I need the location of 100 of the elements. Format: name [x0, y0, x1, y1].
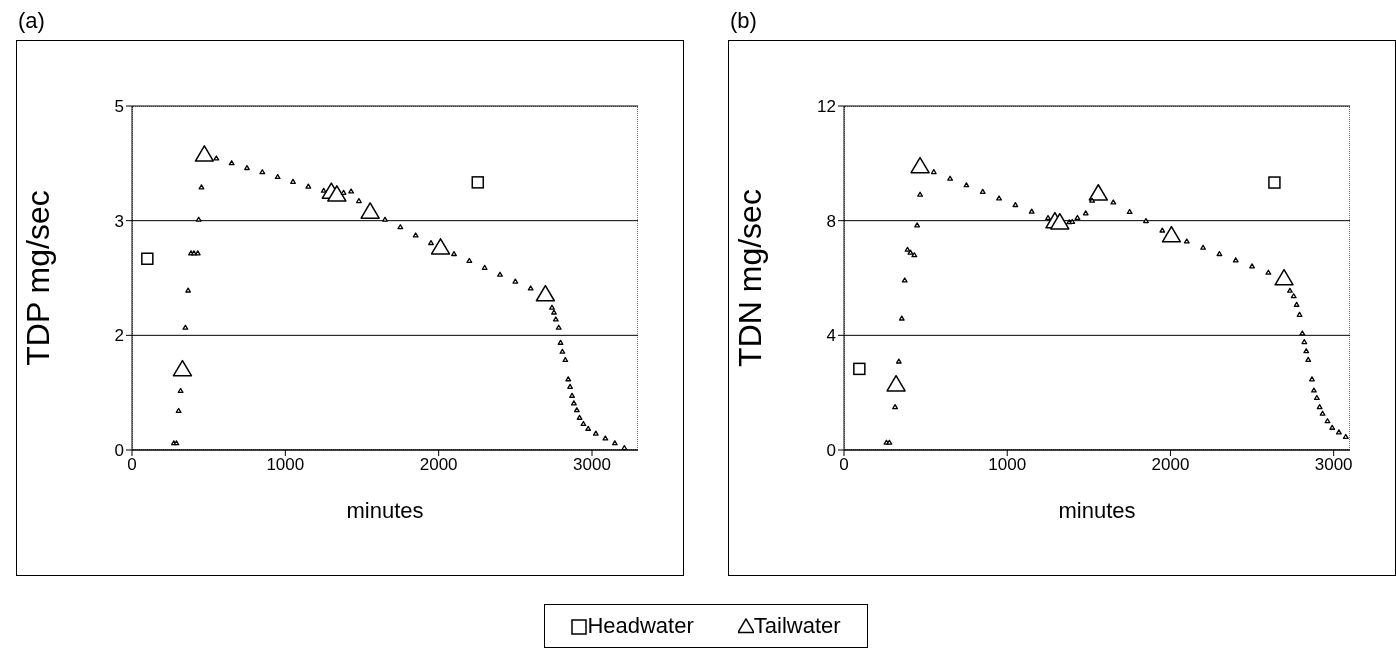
- point: [259, 169, 266, 175]
- point: [1232, 257, 1239, 263]
- y-tick-label: 4: [826, 326, 836, 346]
- point: [621, 444, 628, 450]
- point: [559, 348, 566, 354]
- point: [1249, 263, 1256, 269]
- legend-label: Headwater: [587, 613, 694, 639]
- point: [1335, 429, 1342, 435]
- point: [602, 435, 609, 441]
- point: [290, 178, 296, 184]
- point: [177, 387, 184, 394]
- point: [562, 356, 569, 363]
- x-axis-title: minutes: [346, 497, 424, 523]
- point: [182, 324, 189, 330]
- point: [451, 250, 457, 257]
- point: [535, 284, 556, 302]
- point: [1110, 199, 1117, 205]
- point: [1143, 218, 1149, 224]
- y-tick-label: 0: [114, 441, 124, 461]
- point: [1028, 208, 1035, 214]
- point: [527, 285, 534, 291]
- chart-title: (b): [730, 8, 757, 34]
- point: [901, 277, 908, 283]
- point: [1313, 394, 1320, 401]
- point: [194, 250, 201, 256]
- point: [195, 216, 202, 222]
- point: [481, 264, 488, 270]
- point: [244, 164, 250, 171]
- point: [567, 383, 574, 389]
- point: [1296, 311, 1303, 317]
- point: [428, 239, 434, 246]
- y-tick-label: 0: [826, 441, 836, 461]
- point: [360, 202, 380, 219]
- point: [1299, 330, 1306, 336]
- point: [911, 252, 918, 258]
- point: [1183, 238, 1190, 244]
- y-tick-label: 3: [114, 211, 124, 231]
- point: [397, 224, 404, 230]
- point: [1126, 208, 1133, 215]
- point: [228, 160, 235, 166]
- point: [1286, 287, 1293, 293]
- point: [430, 238, 451, 255]
- point: [305, 183, 312, 189]
- point: [185, 287, 192, 293]
- x-tick-label: 3000: [573, 455, 611, 475]
- point: [1050, 212, 1070, 230]
- point: [1319, 410, 1326, 416]
- point: [892, 404, 899, 410]
- point: [963, 182, 970, 188]
- point: [853, 362, 866, 376]
- point: [573, 407, 580, 413]
- point: [175, 407, 182, 414]
- y-axis-title: TDP mg/sec: [20, 190, 57, 366]
- point: [340, 189, 347, 195]
- point: [141, 252, 154, 265]
- point: [549, 304, 555, 310]
- point: [1274, 268, 1294, 286]
- point: [1161, 225, 1182, 243]
- x-tick-label: 1000: [266, 455, 305, 475]
- point: [947, 175, 954, 181]
- y-tick-label: 12: [817, 97, 836, 117]
- point: [382, 216, 388, 222]
- point: [1316, 404, 1323, 410]
- point: [1265, 269, 1272, 275]
- point: [320, 187, 327, 193]
- x-tick-label: 2000: [1151, 455, 1190, 475]
- point: [555, 324, 562, 330]
- point: [979, 188, 986, 194]
- point: [895, 358, 902, 364]
- y-tick-label: 2: [114, 326, 124, 346]
- point: [198, 184, 205, 190]
- chart-title: (a): [18, 8, 45, 34]
- point: [551, 309, 557, 315]
- point: [1303, 348, 1310, 354]
- point: [355, 197, 362, 204]
- point: [172, 359, 193, 377]
- point: [348, 188, 355, 194]
- point: [898, 315, 905, 321]
- point: [194, 145, 215, 162]
- point: [466, 257, 473, 264]
- x-tick-label: 3000: [1314, 455, 1353, 475]
- point: [1342, 433, 1349, 440]
- point: [1301, 338, 1308, 345]
- point: [570, 400, 577, 406]
- point: [1268, 176, 1281, 189]
- point: [886, 374, 906, 392]
- point: [213, 155, 220, 161]
- x-tick-label: 1000: [988, 455, 1027, 475]
- x-tick-label: 0: [127, 455, 137, 475]
- y-tick-label: 5: [114, 97, 124, 117]
- point: [1290, 293, 1297, 299]
- point: [592, 430, 599, 436]
- point: [552, 316, 559, 322]
- point: [1082, 210, 1089, 216]
- x-tick-label: 0: [839, 455, 849, 475]
- y-tick-label: 8: [826, 211, 836, 231]
- point: [914, 222, 921, 228]
- point: [904, 246, 911, 252]
- y-axis-title: TDN mg/sec: [732, 189, 769, 367]
- point: [1089, 197, 1096, 203]
